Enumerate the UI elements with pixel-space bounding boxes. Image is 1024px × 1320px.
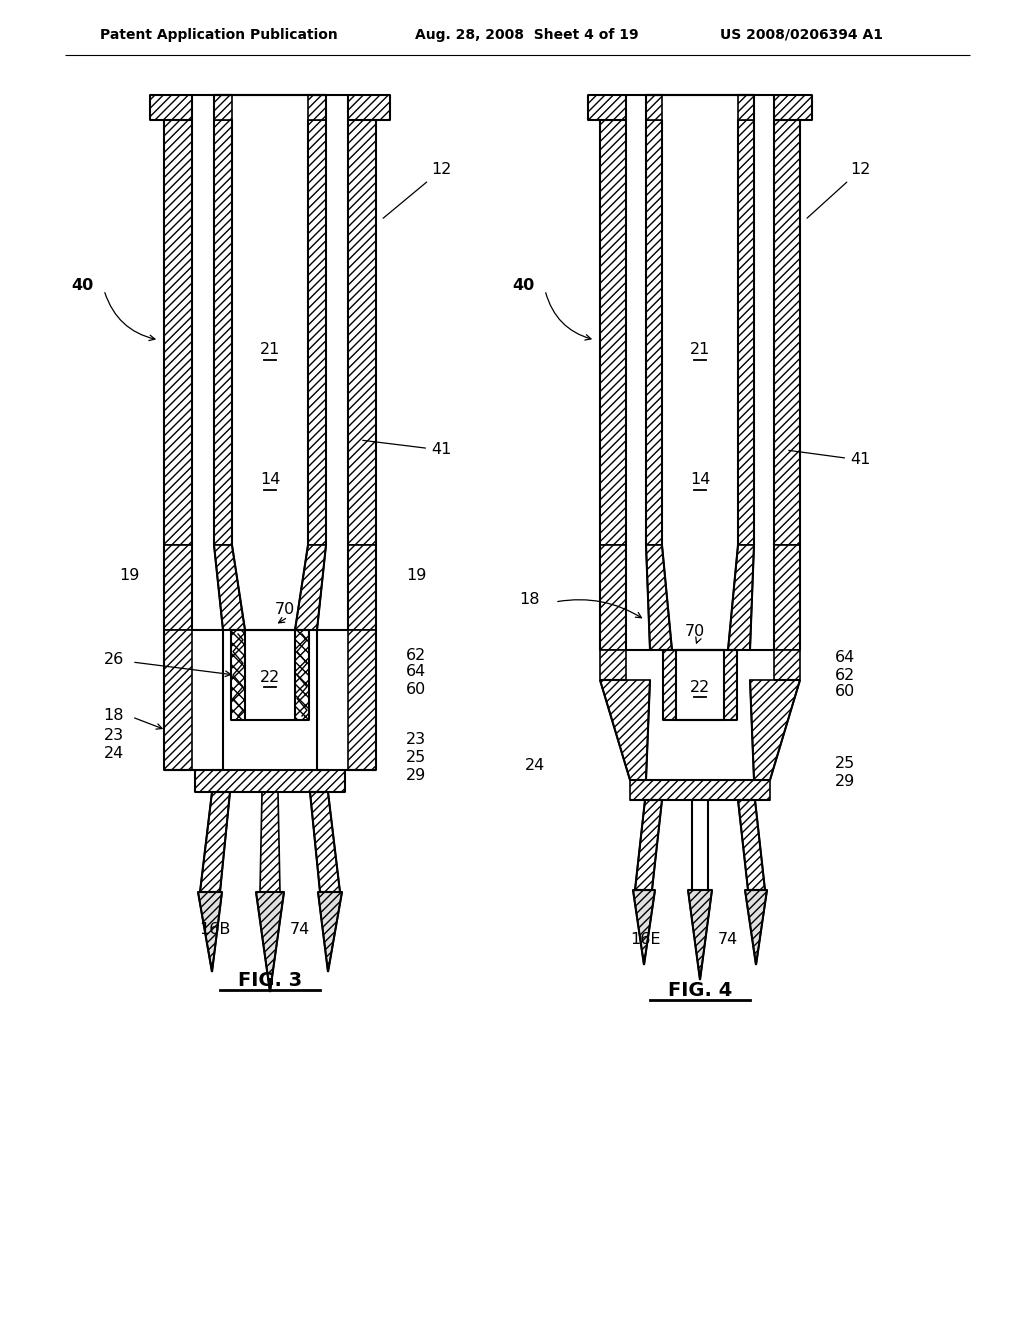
Text: 26: 26 xyxy=(103,652,124,668)
Polygon shape xyxy=(738,800,765,890)
Bar xyxy=(774,120,800,545)
Text: 62: 62 xyxy=(406,648,426,663)
Polygon shape xyxy=(260,792,280,892)
Text: 18: 18 xyxy=(519,593,540,607)
Text: 64: 64 xyxy=(406,664,426,680)
Text: 23: 23 xyxy=(406,733,426,747)
Polygon shape xyxy=(728,545,754,649)
Text: 74: 74 xyxy=(290,923,310,937)
Bar xyxy=(774,545,800,649)
Bar xyxy=(214,120,232,545)
Bar xyxy=(150,95,193,120)
Text: 22: 22 xyxy=(690,680,710,694)
Bar xyxy=(738,95,754,120)
Bar xyxy=(348,95,390,120)
Polygon shape xyxy=(688,890,712,979)
Text: 60: 60 xyxy=(406,682,426,697)
Bar xyxy=(195,770,345,792)
Text: 12: 12 xyxy=(807,162,870,218)
Text: 23: 23 xyxy=(103,727,124,742)
Text: 25: 25 xyxy=(406,751,426,766)
Text: 14: 14 xyxy=(690,473,711,487)
Bar xyxy=(646,95,662,120)
Bar xyxy=(348,120,376,545)
Text: Patent Application Publication: Patent Application Publication xyxy=(100,28,338,42)
Text: 19: 19 xyxy=(119,568,139,582)
Polygon shape xyxy=(318,892,342,972)
Bar xyxy=(600,545,626,649)
Bar xyxy=(214,95,232,120)
Polygon shape xyxy=(633,890,655,965)
Polygon shape xyxy=(256,892,284,993)
Bar xyxy=(164,545,193,630)
Bar xyxy=(600,649,626,680)
Text: 74: 74 xyxy=(718,932,738,948)
Text: 60: 60 xyxy=(835,685,855,700)
Text: 24: 24 xyxy=(103,746,124,760)
Polygon shape xyxy=(214,545,245,630)
Bar xyxy=(646,120,662,545)
Text: 21: 21 xyxy=(690,342,711,358)
Bar xyxy=(724,649,737,719)
Bar xyxy=(164,120,193,545)
Text: 18: 18 xyxy=(103,708,124,722)
Text: 70: 70 xyxy=(685,624,706,639)
Bar xyxy=(348,630,376,770)
Text: FIG. 4: FIG. 4 xyxy=(668,981,732,999)
Bar xyxy=(295,630,309,719)
Text: 14: 14 xyxy=(260,473,281,487)
Text: 16B: 16B xyxy=(200,923,230,937)
Bar xyxy=(588,95,626,120)
Polygon shape xyxy=(295,545,326,630)
Text: 16E: 16E xyxy=(630,932,660,948)
Polygon shape xyxy=(600,680,650,780)
Text: 62: 62 xyxy=(835,668,855,682)
Polygon shape xyxy=(745,890,767,965)
Bar xyxy=(231,630,245,719)
Text: US 2008/0206394 A1: US 2008/0206394 A1 xyxy=(720,28,883,42)
Bar xyxy=(774,649,800,680)
Polygon shape xyxy=(635,800,662,890)
Polygon shape xyxy=(200,792,230,892)
Bar xyxy=(164,630,193,770)
Text: 29: 29 xyxy=(835,775,855,789)
Text: 29: 29 xyxy=(406,767,426,783)
Bar xyxy=(348,545,376,630)
Text: 41: 41 xyxy=(362,441,452,458)
Bar xyxy=(774,95,812,120)
Bar xyxy=(738,120,754,545)
Polygon shape xyxy=(750,680,800,780)
Bar xyxy=(308,95,326,120)
Text: 19: 19 xyxy=(406,568,426,582)
Polygon shape xyxy=(198,892,222,972)
Text: 12: 12 xyxy=(383,162,452,218)
Text: 21: 21 xyxy=(260,342,281,358)
Text: 70: 70 xyxy=(274,602,295,618)
Text: Aug. 28, 2008  Sheet 4 of 19: Aug. 28, 2008 Sheet 4 of 19 xyxy=(415,28,639,42)
Text: 41: 41 xyxy=(788,450,870,467)
Bar xyxy=(308,120,326,545)
Text: 40: 40 xyxy=(513,277,535,293)
Text: 40: 40 xyxy=(72,277,94,293)
Text: FIG. 3: FIG. 3 xyxy=(238,970,302,990)
Bar xyxy=(630,780,770,800)
Text: 64: 64 xyxy=(835,651,855,665)
Bar xyxy=(600,120,626,545)
Polygon shape xyxy=(310,792,340,892)
Text: 22: 22 xyxy=(260,669,281,685)
Polygon shape xyxy=(646,545,672,649)
Bar xyxy=(663,649,676,719)
Text: 24: 24 xyxy=(524,758,545,772)
Text: 25: 25 xyxy=(835,756,855,771)
